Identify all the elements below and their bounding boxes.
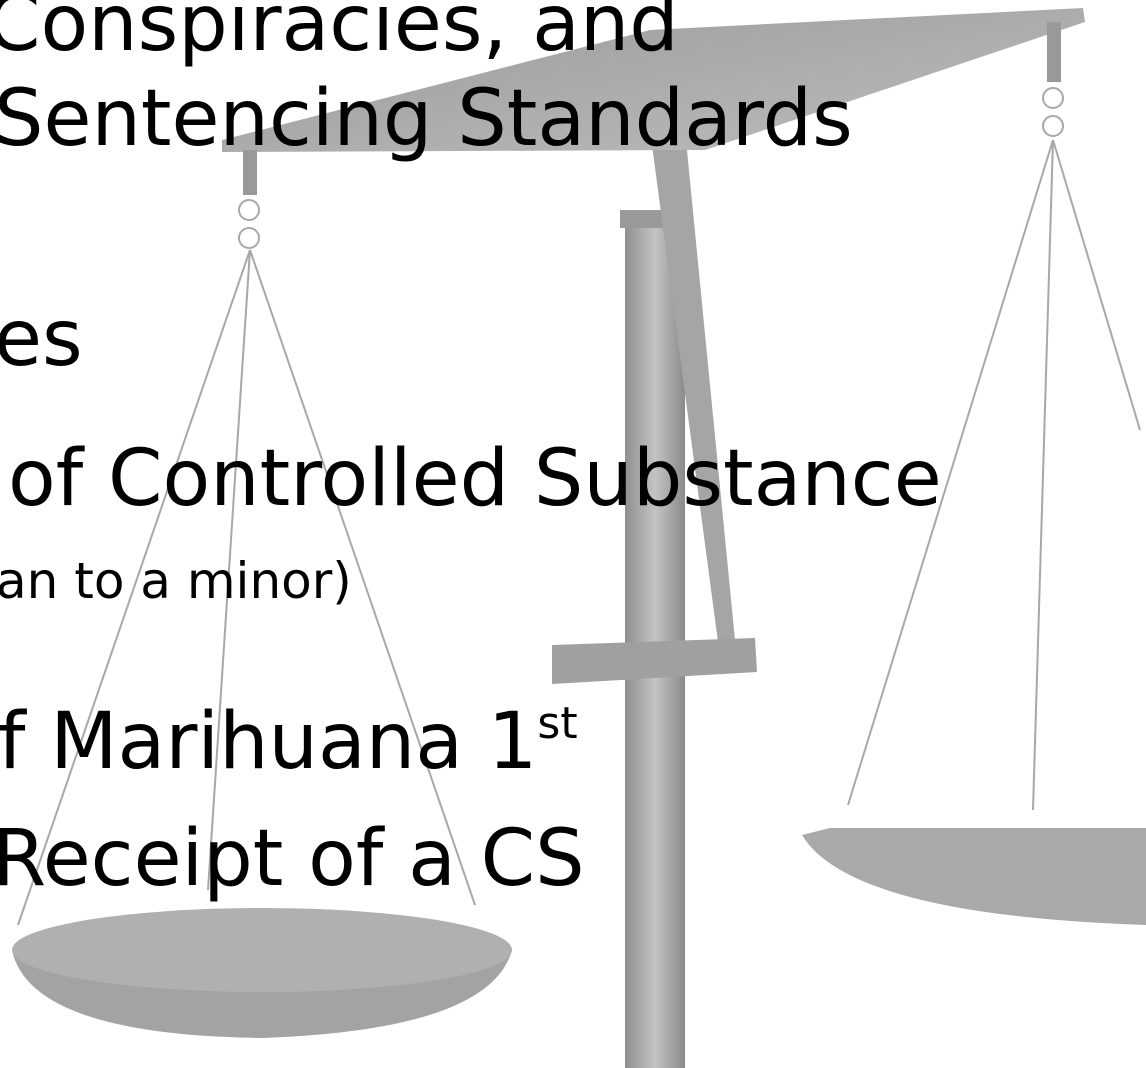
scale-illustration [12,8,1146,1068]
text-line: an to a minor) [0,552,352,610]
text-line: f Marihuana 1st [0,697,578,787]
pan-left-rim [12,908,512,992]
beam [222,8,1085,152]
crossbar [552,638,757,684]
text-line: es [0,294,83,384]
pointer [650,130,735,642]
text-line: Conspiracies, and [0,0,679,69]
text-span: f Marihuana 1 [0,697,537,787]
text-line: Receipt of a CS [0,814,585,904]
strings [17,87,1141,926]
slide-text: Conspiracies, and Sentencing Standards e… [0,0,942,904]
pan-right [802,828,1146,925]
hanger-left [243,150,257,195]
text-line: Sentencing Standards [0,74,853,164]
text-line: of Controlled Substance [8,434,942,524]
superscript: st [537,698,577,749]
hanger-right [1047,22,1061,82]
